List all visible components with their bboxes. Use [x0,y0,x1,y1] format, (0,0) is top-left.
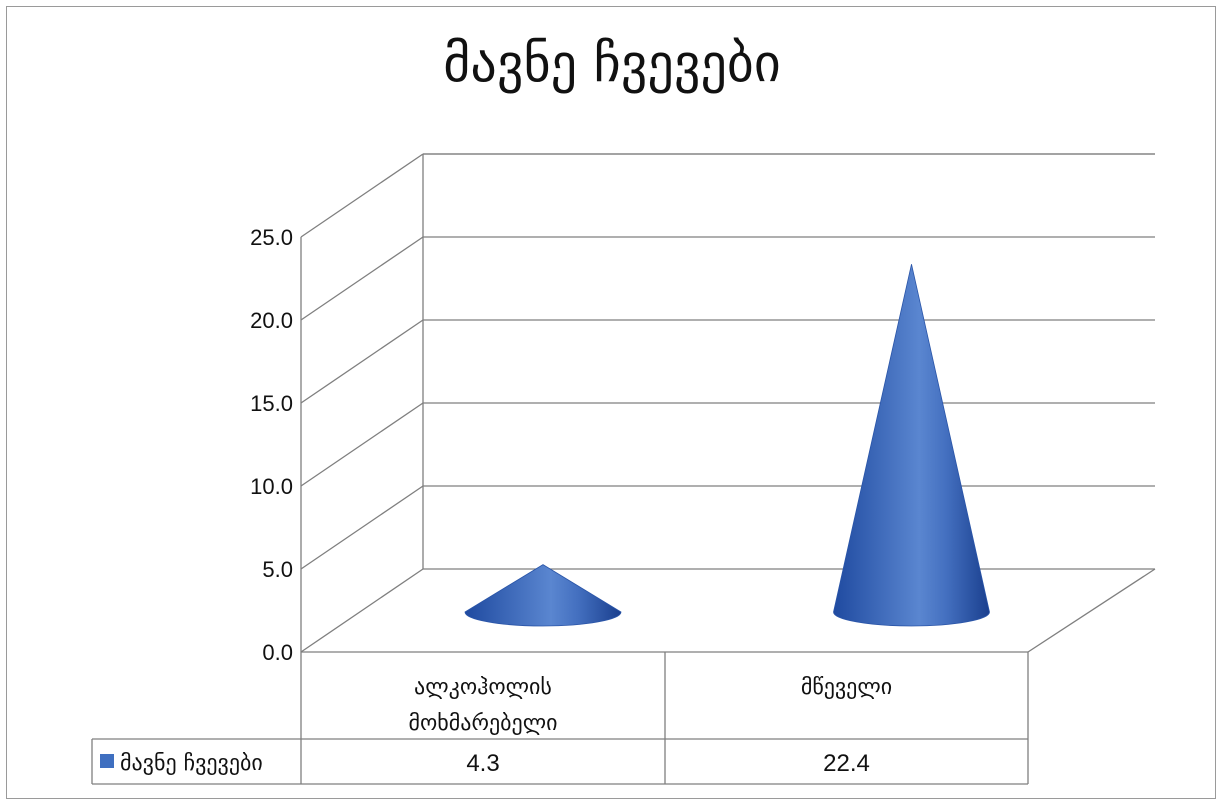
y-tick-label: 15.0 [250,391,293,416]
floor-right-edge [1027,568,1156,653]
category-label: მწეველი [801,675,892,700]
data-value: 22.4 [823,750,870,777]
gridline-side [300,485,424,570]
cone-body [464,564,622,627]
category-label: ალკოჰოლის [414,675,552,700]
y-axis: 0.0 5.0 10.0 15.0 20.0 25.0 [250,225,293,665]
cone-1 [464,564,622,627]
legend-swatch [100,754,114,768]
category-label: მოხმარებელი [409,711,558,736]
gridline-side [300,153,424,238]
y-tick-label: 10.0 [250,474,293,499]
gridlines [300,153,1155,653]
cone-body [833,264,990,627]
chart-marks [464,264,990,627]
gridline-side [300,402,424,487]
data-table: ალკოჰოლის მოხმარებელი მწეველი მავნე ჩვევები… [91,652,1029,785]
y-tick-label: 20.0 [250,308,293,333]
cone-2 [833,264,990,627]
y-tick-label: 0.0 [262,640,293,665]
series-name: მავნე ჩვევები [120,751,263,776]
chart-title: მავნე ჩვევები [443,34,781,94]
gridline-side [300,236,424,321]
gridline-side [300,319,424,404]
y-tick-label: 5.0 [262,557,293,582]
data-value: 4.3 [466,750,499,777]
y-tick-label: 25.0 [250,225,293,250]
gridline-side [300,568,424,653]
